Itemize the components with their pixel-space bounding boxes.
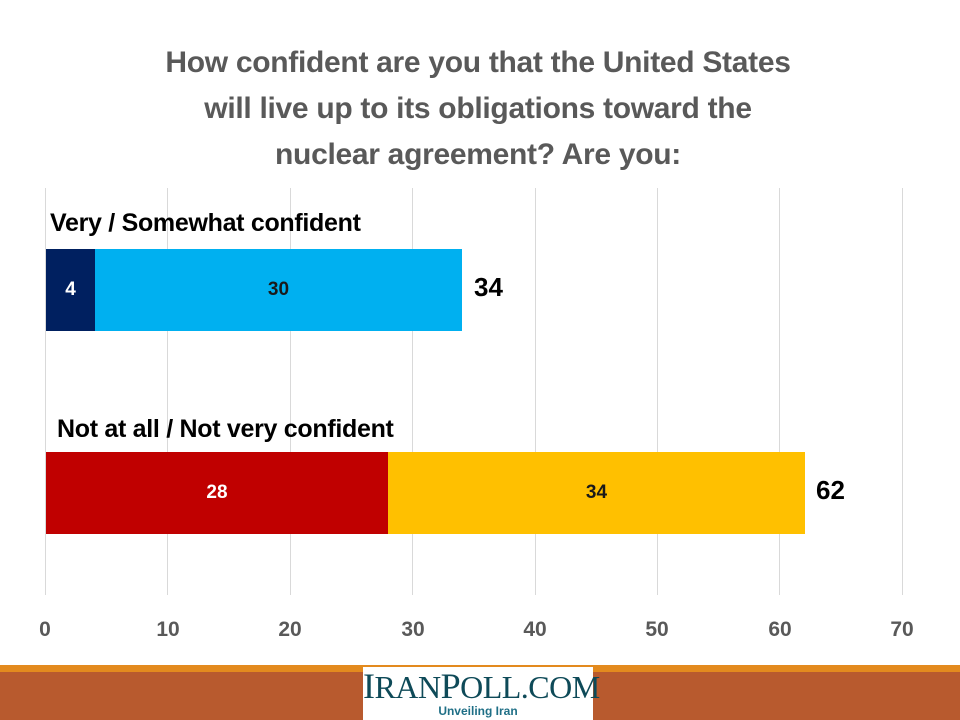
chart-title-line-2: will live up to its obligations toward t…: [204, 92, 752, 125]
segment-value: 34: [585, 482, 608, 503]
iranpoll-logo: IRANPOLL.COM Unveiling Iran: [363, 666, 600, 720]
segment-value: 4: [65, 279, 76, 300]
gridline-50: [657, 188, 658, 595]
bar-segment-not-very-confident: 34: [388, 452, 805, 534]
bar-segment-not-at-all-confident: 28: [46, 452, 388, 534]
total-not-confident: 62: [816, 475, 845, 505]
logo-text-oll: OLL.COM: [460, 669, 600, 705]
category-label-not-confident: Not at all / Not very confident: [57, 415, 394, 443]
bar-segment-very-confident: 4: [46, 249, 95, 331]
x-tick-20: 20: [278, 618, 302, 641]
gridline-60: [779, 188, 780, 595]
chart-title-line-3: nuclear agreement? Are you:: [275, 138, 681, 171]
bar-not-confident: 28 34: [46, 452, 805, 534]
bar-confident: 4 30: [46, 249, 462, 331]
logo-letter-p: P: [440, 666, 461, 706]
logo-letter-i: I: [363, 666, 375, 706]
gridline-40: [535, 188, 536, 595]
logo-text-ran: RAN: [374, 669, 442, 705]
x-tick-60: 60: [768, 618, 792, 641]
x-tick-30: 30: [401, 618, 425, 641]
chart-title: How confident are you that the United St…: [0, 40, 956, 178]
logo-wordmark: IRANPOLL.COM: [363, 666, 600, 706]
chart-title-line-1: How confident are you that the United St…: [165, 46, 791, 79]
category-label-confident: Very / Somewhat confident: [50, 209, 361, 237]
x-tick-70: 70: [890, 618, 914, 641]
x-tick-40: 40: [523, 618, 547, 641]
x-tick-0: 0: [39, 618, 51, 641]
gridline-10: [167, 188, 168, 595]
logo-tagline: Unveiling Iran: [438, 704, 518, 718]
gridline-0: [45, 188, 46, 595]
gridline-30: [412, 188, 413, 595]
segment-value: 28: [206, 482, 228, 503]
gridline-70: [902, 188, 903, 595]
total-confident: 34: [474, 272, 503, 302]
segment-value: 30: [267, 279, 290, 300]
bar-segment-somewhat-confident: 30: [95, 249, 462, 331]
plot-area: [45, 188, 903, 595]
x-tick-10: 10: [156, 618, 180, 641]
gridline-20: [290, 188, 291, 595]
x-tick-50: 50: [645, 618, 669, 641]
